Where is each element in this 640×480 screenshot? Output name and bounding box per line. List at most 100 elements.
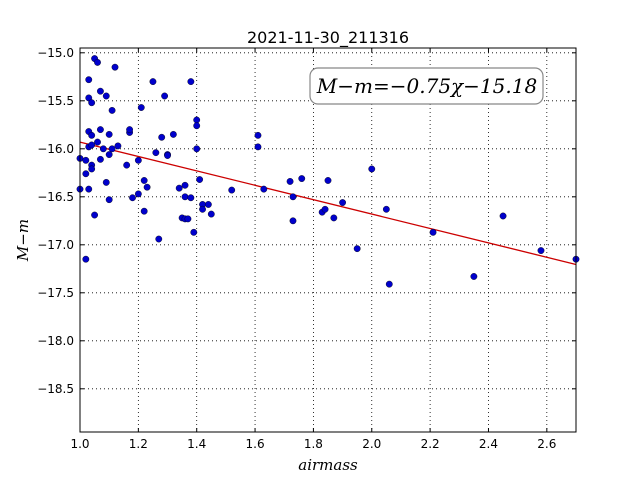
data-point: [97, 155, 104, 163]
data-point: [193, 122, 201, 130]
y-tick-label: −15.0: [37, 46, 74, 60]
data-point: [158, 133, 166, 141]
data-point: [105, 130, 113, 138]
data-point: [134, 156, 142, 164]
data-point: [88, 131, 96, 139]
equation-text: M−m=−0.75χ−15.18: [316, 74, 537, 98]
data-point: [289, 217, 297, 225]
y-tick-label: −17.5: [37, 286, 74, 300]
data-point: [102, 92, 110, 100]
data-point: [368, 165, 376, 173]
data-point: [470, 273, 478, 280]
x-tick-labels: 1.0 1.2 1.4 1.6 1.8 2.0 2.2 2.4 2.6: [70, 437, 556, 451]
data-point: [207, 210, 215, 218]
data-point: [123, 161, 131, 169]
data-point: [143, 183, 151, 191]
data-point: [82, 255, 90, 263]
data-point: [99, 145, 107, 153]
data-point: [88, 165, 96, 173]
data-point: [260, 185, 268, 193]
data-point: [190, 228, 198, 236]
data-point: [88, 99, 96, 107]
x-tick-label: 2.0: [362, 437, 381, 451]
y-tick-label: −18.0: [37, 334, 74, 348]
data-point: [85, 76, 93, 84]
data-point: [181, 193, 189, 201]
data-point: [105, 196, 113, 204]
x-axis-label: airmass: [298, 456, 358, 474]
data-point: [254, 143, 262, 151]
data-point: [114, 142, 122, 150]
data-point: [187, 78, 195, 86]
data-point: [88, 141, 96, 149]
data-point: [204, 201, 212, 208]
x-tick-label: 1.6: [246, 437, 265, 451]
chart-title: 2021-11-30_211316: [247, 28, 409, 48]
y-tick-label: −17.0: [37, 238, 74, 252]
data-point: [339, 199, 346, 206]
data-point: [126, 126, 134, 134]
data-point: [385, 280, 393, 288]
data-point: [129, 194, 136, 202]
data-point: [330, 214, 338, 222]
tick-marks: [79, 48, 576, 432]
plot-frame: [79, 47, 577, 433]
data-point: [149, 78, 157, 86]
fit-line: [79, 141, 577, 266]
data-point: [184, 215, 192, 223]
fit-line-layer: [79, 141, 577, 266]
data-point: [193, 116, 201, 124]
data-point: [537, 247, 545, 254]
data-point: [169, 130, 177, 138]
data-point: [429, 228, 437, 236]
data-point: [161, 92, 169, 100]
data-point: [82, 156, 90, 164]
data-point: [97, 126, 104, 134]
y-tick-label: −18.5: [37, 382, 74, 396]
data-point: [298, 175, 306, 182]
data-point: [382, 205, 390, 213]
y-tick-label: −15.5: [37, 94, 74, 108]
data-point: [152, 149, 160, 157]
data-point: [199, 205, 206, 213]
x-tick-label: 1.8: [304, 437, 323, 451]
data-point: [94, 59, 101, 66]
x-tick-label: 2.2: [421, 437, 440, 451]
y-tick-labels: −15.0 −15.5 −16.0 −16.5 −17.0 −17.5 −18.0 −18.5: [37, 46, 74, 396]
data-point: [499, 212, 507, 220]
y-tick-label: −16.5: [37, 190, 74, 204]
data-point: [82, 170, 90, 178]
x-tick-label: 1.0: [70, 437, 89, 451]
y-tick-label: −16.0: [37, 142, 74, 156]
equation-annotation: M−m=−0.75χ−15.18: [309, 67, 544, 105]
data-point: [140, 207, 148, 215]
data-point: [108, 145, 116, 153]
data-point: [155, 235, 163, 243]
data-point: [181, 181, 189, 189]
data-point: [111, 63, 119, 71]
x-tick-label: 2.6: [537, 437, 556, 451]
data-point: [187, 194, 195, 202]
data-point: [140, 177, 148, 184]
data-point: [286, 178, 294, 185]
data-point: [353, 245, 361, 253]
data-point: [85, 185, 93, 193]
data-point: [164, 152, 171, 159]
data-point: [108, 107, 116, 114]
data-point: [321, 205, 329, 213]
data-point: [228, 186, 236, 194]
data-point: [94, 138, 101, 146]
x-tick-label: 1.4: [187, 437, 206, 451]
y-axis-label: M−m: [14, 219, 32, 262]
equation-box: [309, 67, 544, 105]
data-point: [134, 190, 142, 198]
data-point: [196, 176, 204, 183]
data-point: [289, 193, 297, 201]
data-point: [105, 151, 113, 158]
data-point: [91, 211, 98, 219]
data-point: [254, 131, 262, 139]
data-point: [102, 178, 110, 186]
x-tick-label: 1.2: [129, 437, 148, 451]
data-point: [175, 184, 183, 192]
